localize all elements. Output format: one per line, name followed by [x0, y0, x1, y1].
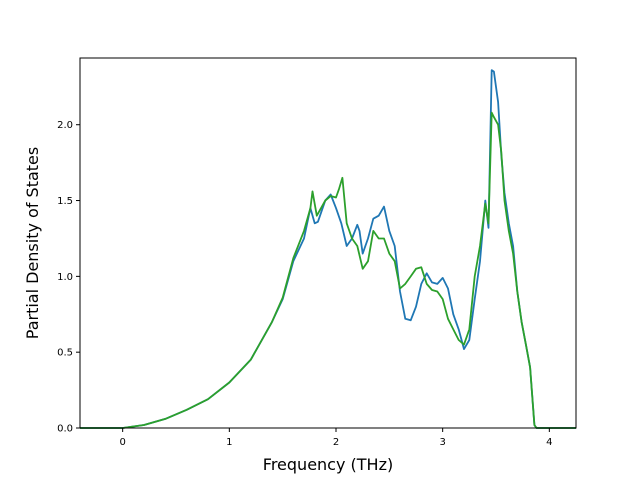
axes-frame	[79, 57, 577, 429]
x-axis-label: Frequency (THz)	[263, 455, 393, 474]
x-tick-label: 1	[226, 437, 232, 448]
y-tick-label: 0.0	[57, 424, 73, 435]
y-tick-label: 1.5	[57, 196, 73, 207]
y-tick-label: 2.0	[57, 120, 73, 131]
series-layer	[80, 69, 576, 429]
x-tick-label: 0	[119, 437, 125, 448]
y-axis-label: Partial Density of States	[23, 147, 42, 339]
x-tick-label: 2	[333, 437, 339, 448]
x-tick-label: 3	[439, 437, 445, 448]
series-line-2	[80, 111, 576, 429]
y-tick-label: 1.0	[57, 272, 73, 283]
y-axis-ticks: 0.0 0.5 1.0 1.5 2.0	[57, 120, 80, 435]
x-axis-ticks: 0 1 2 3 4	[119, 428, 553, 448]
x-tick-label: 4	[546, 437, 552, 448]
y-tick-label: 0.5	[57, 348, 73, 359]
